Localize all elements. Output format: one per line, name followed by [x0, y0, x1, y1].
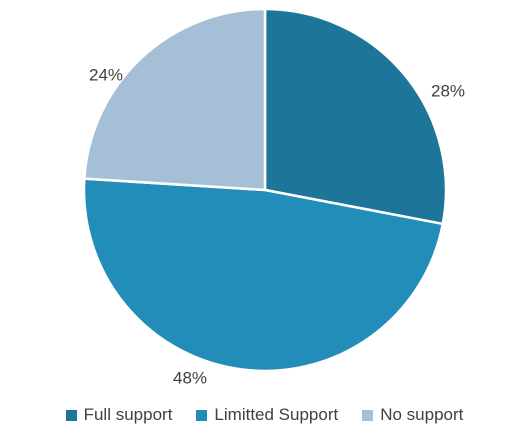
legend-item-full-support: Full support [65, 405, 173, 425]
pie-slice-no-support [83, 7, 267, 192]
pie-chart-plot: 28% 48% 24% [82, 7, 465, 388]
chart-legend: Full support Limitted Support No support [0, 400, 529, 430]
legend-swatch-full-support [65, 409, 77, 421]
pie-slice-limitted-support [82, 177, 445, 373]
legend-label-no-support: No support [380, 405, 464, 424]
legend-swatch-no-support [362, 409, 374, 421]
legend-label-limitted-support: Limitted Support [214, 405, 339, 424]
legend-label-full-support: Full support [83, 405, 173, 424]
legend-item-no-support: No support [362, 405, 463, 425]
legend-swatch-limitted-support [196, 409, 208, 421]
data-label-full-support: 28% [431, 82, 465, 101]
pie-slice-full-support [263, 7, 448, 226]
legend-item-limitted-support: Limitted Support [196, 405, 338, 425]
data-label-no-support: 24% [89, 66, 123, 85]
data-label-limitted-support: 48% [173, 369, 207, 388]
